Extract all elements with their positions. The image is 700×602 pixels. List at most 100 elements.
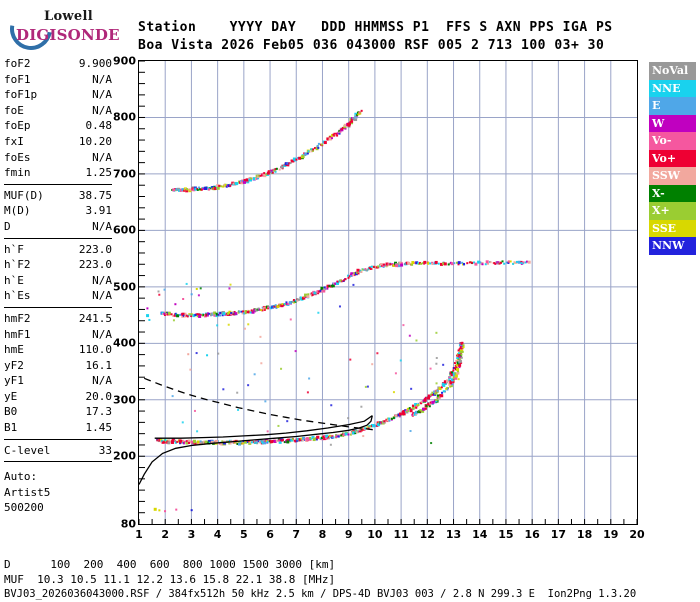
param-row: B0 17.3 xyxy=(4,404,112,420)
legend-item-e[interactable]: E xyxy=(649,97,696,115)
param-group-virtual-heights: h`F 223.0 h`F2 223.0 h`E N/A h`Es N/A xyxy=(4,242,112,304)
parameter-panel: foF2 9.900 foF1 N/A foF1p N/A foE N/A foEp 0.… xyxy=(4,56,112,516)
y-tick-label: 700 xyxy=(113,167,136,181)
param-row: M(D) 3.91 xyxy=(4,203,112,219)
param-row: hmE 110.0 xyxy=(4,342,112,358)
param-value: 241.5 xyxy=(78,311,112,325)
param-row: yF1 N/A xyxy=(4,373,112,389)
legend-item-nne[interactable]: NNE xyxy=(649,79,696,97)
param-value: N/A xyxy=(92,374,112,388)
param-value: 223.0 xyxy=(78,258,112,272)
x-axis-labels: 1 2 3 4 5 6 7 8 9 10 11 12 13 14 15 16 17 18 19 20 xyxy=(135,528,644,544)
param-row: foF1p N/A xyxy=(4,87,112,103)
legend-item-ssw[interactable]: SSW xyxy=(649,167,696,185)
param-row: fxI 10.20 xyxy=(4,134,112,150)
x-tick-label: 4 xyxy=(213,528,222,541)
param-key: hmE xyxy=(4,343,24,357)
param-row: h`E N/A xyxy=(4,273,112,289)
header-labels-row: Station YYYY DAY DDD HHMMSS P1 FFS S AXN… xyxy=(138,20,613,35)
lowell-digisonde-logo: Lowell DIGISONDE xyxy=(1,0,128,59)
x-tick-label: 15 xyxy=(498,528,514,541)
x-tick-label: 18 xyxy=(576,528,593,541)
param-row: foEs N/A xyxy=(4,150,112,166)
param-value: 20.0 xyxy=(85,389,113,403)
param-value: 0.48 xyxy=(85,119,113,133)
legend-item-noval[interactable]: NoVal xyxy=(649,62,696,80)
param-row: foF1 N/A xyxy=(4,72,112,88)
y-tick-label: 200 xyxy=(113,449,136,463)
param-key: yF2 xyxy=(4,358,24,372)
param-value: 9.900 xyxy=(78,57,112,70)
param-value: 110.0 xyxy=(78,343,112,357)
param-key: foF1p xyxy=(4,88,38,102)
grid-lines xyxy=(139,61,637,524)
param-row: D N/A xyxy=(4,219,112,235)
param-value: 10.20 xyxy=(78,134,112,148)
param-row: foF2 9.900 xyxy=(4,56,112,72)
y-tick-label: 400 xyxy=(113,336,136,350)
param-value: N/A xyxy=(92,150,112,164)
param-row: hmF2 241.5 xyxy=(4,311,112,327)
param-value: N/A xyxy=(92,327,112,341)
param-value: 1.25 xyxy=(85,166,113,180)
param-value: N/A xyxy=(92,219,112,233)
param-key: h`E xyxy=(4,273,24,287)
footer-distance-row: D 100 200 400 600 800 1000 1500 3000 [km… xyxy=(4,558,336,571)
x-tick-label: 16 xyxy=(524,528,540,541)
x-tick-label: 3 xyxy=(187,528,196,541)
x-tick-label: 17 xyxy=(550,528,567,541)
legend-item-vo-[interactable]: Vo+ xyxy=(649,149,696,167)
y-axis-labels: 80 200 300 400 500 600 700 800 900 xyxy=(108,55,136,531)
param-key: MUF(D) xyxy=(4,188,44,202)
legend-item-x-[interactable]: X+ xyxy=(649,202,696,220)
param-group-frequencies: foF2 9.900 foF1 N/A foF1p N/A foE N/A foEp 0.… xyxy=(4,56,112,181)
param-key: hmF2 xyxy=(4,311,31,325)
param-key: yF1 xyxy=(4,374,24,388)
param-row: yE 20.0 xyxy=(4,389,112,405)
muf-dashed-curve xyxy=(143,377,378,431)
param-key: B0 xyxy=(4,405,18,419)
divider xyxy=(4,183,112,185)
param-key: yE xyxy=(4,389,18,403)
x-tick-label: 8 xyxy=(318,528,327,541)
divider xyxy=(4,461,112,463)
data-points xyxy=(146,109,531,513)
x-tick-label: 6 xyxy=(266,528,274,541)
logo-lowell-text: Lowell xyxy=(44,9,93,24)
legend-item-w[interactable]: W xyxy=(649,114,696,132)
param-key: fxI xyxy=(4,134,24,148)
param-value: N/A xyxy=(92,88,112,102)
param-row: hmF1 N/A xyxy=(4,327,112,343)
param-key: h`F2 xyxy=(4,258,31,272)
param-row: h`F2 223.0 xyxy=(4,257,112,273)
param-row: MUF(D) 38.75 xyxy=(4,188,112,204)
param-value: N/A xyxy=(92,72,112,86)
param-key: foEp xyxy=(4,119,31,133)
x-tick-label: 12 xyxy=(419,528,435,541)
param-value: 38.75 xyxy=(78,188,112,202)
param-key: foE xyxy=(4,103,24,117)
y-tick-label: 500 xyxy=(113,280,136,294)
legend-item-nnw[interactable]: NNW xyxy=(649,237,696,255)
ionogram-plot xyxy=(138,60,638,525)
param-row: foEp 0.48 xyxy=(4,118,112,134)
legend-item-x-[interactable]: X- xyxy=(649,184,696,202)
param-key: C-level xyxy=(4,443,51,457)
param-key: hmF1 xyxy=(4,327,31,341)
x-tick-label: 10 xyxy=(367,528,383,541)
param-key: foEs xyxy=(4,150,31,164)
param-row: h`F 223.0 xyxy=(4,242,112,258)
x-tick-label: 7 xyxy=(292,528,301,541)
param-value: 223.0 xyxy=(78,242,112,256)
legend-item-sse[interactable]: SSE xyxy=(649,219,696,237)
x-tick-label: 1 xyxy=(135,528,143,541)
header-values-row: Boa Vista 2026 Feb05 036 043000 RSF 005 … xyxy=(138,38,605,53)
param-value: 17.3 xyxy=(85,405,113,419)
param-key: foF1 xyxy=(4,72,31,86)
footer-file-info: BVJ03_2026036043000.RSF / 384fx512h 50 k… xyxy=(4,588,637,600)
param-value: N/A xyxy=(92,273,112,287)
param-row: fmin 1.25 xyxy=(4,165,112,181)
legend-item-vo-[interactable]: Vo- xyxy=(649,132,696,150)
footer-muf-row: MUF 10.3 10.5 11.1 12.2 13.6 15.8 22.1 3… xyxy=(4,572,336,586)
